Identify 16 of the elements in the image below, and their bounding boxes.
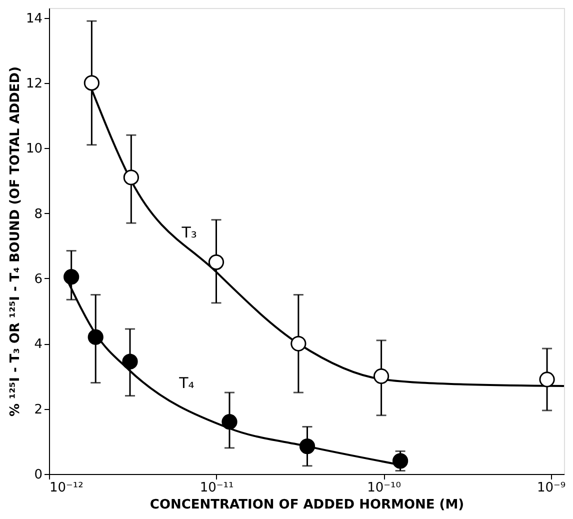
y-tick-label: 10 — [26, 142, 42, 157]
y-axis-title: % ¹²⁵I - T₃ OR ¹²⁵I - T₄ BOUND (OF TOTAL ADDED) — [8, 66, 23, 417]
y-tick-label: 4 — [34, 337, 42, 352]
x-tick-label: 10⁻¹² — [50, 480, 84, 496]
y-tick-label: 2 — [34, 402, 42, 418]
y-tick-label: 0 — [34, 468, 42, 482]
series-label: T₃ — [180, 223, 197, 242]
x-tick-label: 10⁻⁹ — [536, 480, 566, 496]
y-tick-label: 6 — [34, 272, 42, 287]
x-tick-label: 10⁻¹¹ — [200, 480, 234, 496]
x-axis-title: CONCENTRATION OF ADDED HORMONE (M) — [150, 498, 464, 512]
y-tick-label: 14 — [26, 11, 42, 26]
y-tick-label: 8 — [34, 206, 42, 222]
y-tick-label: 12 — [26, 76, 42, 92]
series-label: T₄ — [178, 374, 194, 392]
x-tick-label: 10⁻¹⁰ — [367, 480, 401, 496]
